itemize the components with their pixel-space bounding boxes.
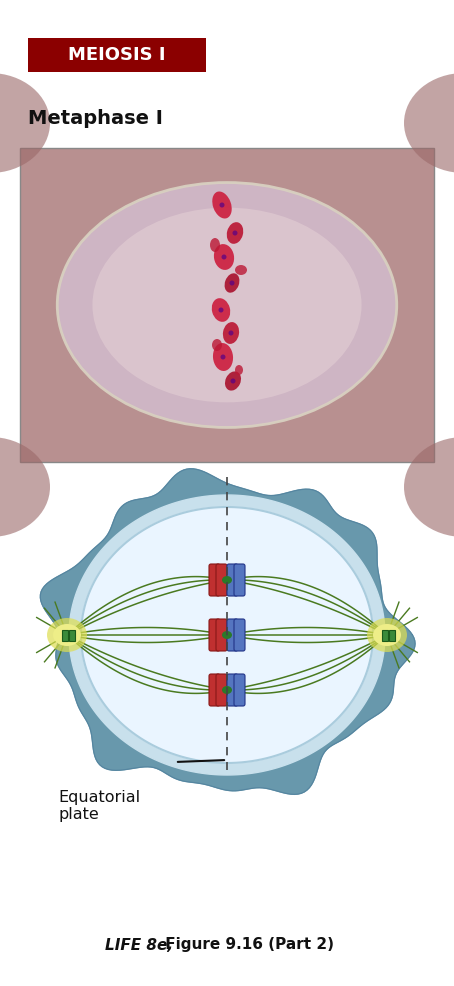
FancyBboxPatch shape bbox=[216, 564, 227, 596]
Ellipse shape bbox=[57, 182, 397, 428]
Ellipse shape bbox=[218, 308, 223, 313]
FancyBboxPatch shape bbox=[227, 674, 238, 706]
Ellipse shape bbox=[210, 238, 220, 252]
FancyBboxPatch shape bbox=[216, 674, 227, 706]
Text: Figure 9.16 (Part 2): Figure 9.16 (Part 2) bbox=[160, 938, 334, 952]
Ellipse shape bbox=[212, 191, 232, 219]
Ellipse shape bbox=[212, 339, 222, 351]
FancyBboxPatch shape bbox=[209, 619, 220, 651]
Polygon shape bbox=[81, 507, 373, 763]
FancyBboxPatch shape bbox=[209, 674, 220, 706]
FancyBboxPatch shape bbox=[234, 619, 245, 651]
Ellipse shape bbox=[225, 273, 239, 293]
Ellipse shape bbox=[373, 624, 401, 646]
Ellipse shape bbox=[232, 231, 237, 236]
Text: LIFE 8e,: LIFE 8e, bbox=[105, 938, 173, 952]
Ellipse shape bbox=[222, 576, 232, 584]
FancyBboxPatch shape bbox=[69, 629, 74, 641]
Ellipse shape bbox=[404, 437, 454, 537]
FancyBboxPatch shape bbox=[234, 564, 245, 596]
Text: Equatorial
plate: Equatorial plate bbox=[58, 790, 140, 822]
Ellipse shape bbox=[231, 379, 236, 384]
Ellipse shape bbox=[228, 330, 233, 335]
Ellipse shape bbox=[222, 254, 227, 259]
Ellipse shape bbox=[227, 222, 243, 244]
Ellipse shape bbox=[404, 73, 454, 173]
Ellipse shape bbox=[225, 372, 241, 390]
Bar bbox=[20, 148, 434, 462]
Text: MEIOSIS I: MEIOSIS I bbox=[68, 46, 166, 64]
Ellipse shape bbox=[230, 280, 235, 286]
Ellipse shape bbox=[0, 437, 50, 537]
FancyBboxPatch shape bbox=[209, 564, 220, 596]
Ellipse shape bbox=[223, 322, 239, 344]
Ellipse shape bbox=[235, 265, 247, 275]
Ellipse shape bbox=[47, 618, 87, 652]
Ellipse shape bbox=[53, 624, 81, 646]
Ellipse shape bbox=[222, 686, 232, 694]
Ellipse shape bbox=[222, 631, 232, 639]
Ellipse shape bbox=[214, 245, 234, 270]
Text: Metaphase I: Metaphase I bbox=[28, 108, 163, 127]
FancyBboxPatch shape bbox=[389, 629, 395, 641]
Ellipse shape bbox=[0, 73, 50, 173]
Bar bbox=[28, 38, 206, 72]
Ellipse shape bbox=[212, 298, 230, 321]
FancyBboxPatch shape bbox=[227, 564, 238, 596]
Polygon shape bbox=[69, 495, 385, 775]
Polygon shape bbox=[40, 468, 415, 795]
FancyBboxPatch shape bbox=[61, 629, 68, 641]
FancyBboxPatch shape bbox=[227, 619, 238, 651]
FancyBboxPatch shape bbox=[216, 619, 227, 651]
Ellipse shape bbox=[213, 343, 233, 371]
Ellipse shape bbox=[367, 618, 407, 652]
FancyBboxPatch shape bbox=[234, 674, 245, 706]
Ellipse shape bbox=[235, 365, 243, 375]
Ellipse shape bbox=[93, 208, 361, 402]
FancyBboxPatch shape bbox=[381, 629, 388, 641]
Ellipse shape bbox=[219, 202, 224, 207]
Ellipse shape bbox=[221, 355, 226, 360]
